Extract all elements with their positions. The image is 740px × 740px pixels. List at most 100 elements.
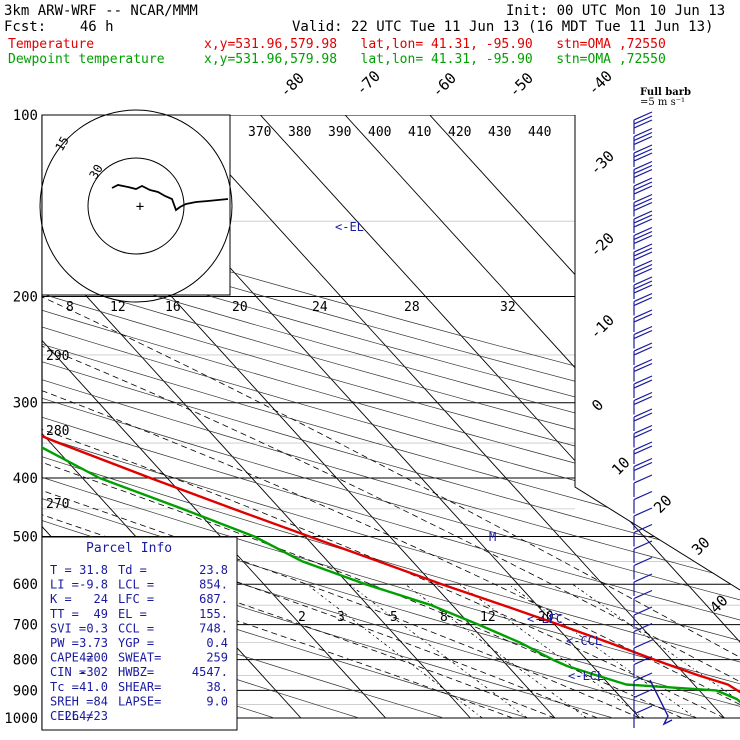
dry-adiabat-line — [42, 115, 740, 719]
model-title: 3km ARW-WRF -- NCAR/MMM — [4, 3, 198, 19]
parcel-label-left: T = — [50, 563, 72, 577]
parcel-value-left: 41.0 — [79, 680, 108, 694]
isotherm-line — [42, 115, 386, 719]
temperature-location-info: x,y=531.96,579.98 lat,lon= 41.31, -95.90… — [204, 37, 666, 52]
parcel-value-right: 38. — [206, 680, 228, 694]
wind-barb — [633, 424, 653, 448]
pressure-label: 800 — [13, 653, 38, 669]
parcel-label-left: CAPE = — [50, 651, 93, 665]
parcel-info-row: TT = 49 EL = 155. — [50, 607, 228, 621]
parcel-value-right: 9.0 — [206, 694, 228, 708]
level-marker-m: M — [489, 530, 496, 544]
mixing-ratio-line — [459, 583, 645, 719]
wind-barb — [633, 688, 653, 712]
plot-right-edge — [574, 115, 740, 591]
mixing-ratio-line — [348, 583, 528, 719]
wind-barb — [633, 177, 653, 200]
parcel-value-left: -302 — [79, 665, 108, 679]
dry-adiabat-line — [42, 115, 740, 719]
surface-wind-barb — [649, 679, 673, 726]
parcel-label-right: HWBZ= — [118, 665, 154, 679]
level-marker-lcl: <-LCL — [568, 669, 604, 683]
wind-barb — [633, 292, 653, 316]
dry-adiabat-line — [42, 115, 740, 719]
wind-barb — [633, 672, 653, 695]
parcel-label-left: CELL = — [50, 709, 93, 723]
parcel-info-row: T = 31.8 Td = 23.8 — [50, 563, 228, 577]
parcel-value-right: 0.4 — [206, 636, 228, 650]
mixing-ratio-line — [404, 583, 587, 719]
hodograph-box — [41, 114, 231, 296]
dry-adiabat-line — [42, 115, 529, 719]
hodograph-speed-label: 20 — [232, 300, 248, 315]
parcel-label-right: SWEAT= — [118, 651, 161, 665]
pressure-label: 400 — [13, 471, 38, 487]
dry-adiabat-line — [42, 115, 740, 719]
theta-label: 400 — [368, 125, 391, 140]
theta-label: 390 — [328, 125, 351, 140]
dry-adiabat-line — [42, 115, 740, 719]
valid-time: Valid: 22 UTC Tue 11 Jun 13 (16 MDT Tue … — [292, 19, 714, 35]
parcel-value-left: 24 — [94, 592, 108, 606]
level-marker-el: <-EL — [335, 220, 364, 234]
hodograph-speed-label: 32 — [500, 300, 516, 315]
hodograph-ring-label: 30 — [86, 162, 105, 182]
moist-adiabat-line — [42, 296, 640, 719]
dry-adiabat-line — [42, 115, 740, 719]
isotherm-label: -30 — [586, 147, 618, 179]
parcel-value-right: 23.8 — [199, 563, 228, 577]
isotherm-label: -10 — [586, 311, 618, 343]
wind-barb — [633, 127, 653, 151]
wind-barb — [633, 540, 653, 563]
mixing-ratio-label: 8 — [440, 610, 448, 625]
parcel-value-right: 4547. — [192, 665, 228, 679]
theta-label: 410 — [408, 125, 431, 140]
moist-adiabat-line — [42, 296, 598, 719]
wind-barb — [633, 259, 653, 283]
wind-barb — [633, 606, 653, 629]
isotherm-label: -80 — [276, 69, 308, 101]
wind-barb — [633, 309, 653, 332]
parcel-info-row: Tc = 41.0 SHEAR= 38. — [50, 680, 228, 694]
dewpoint-location-info: x,y=531.96,579.98 lat,lon= 41.31, -95.90… — [204, 52, 666, 67]
parcel-info-row: CELL =264/23 — [50, 709, 108, 723]
parcel-label-left: K = — [50, 592, 72, 606]
dewpoint-legend: Dewpoint temperature — [8, 52, 165, 67]
parcel-label-left: CIN = — [50, 665, 86, 679]
parcel-label-left: TT = — [50, 607, 79, 621]
dry-adiabat-line — [42, 115, 740, 719]
parcel-info-row: SREH = 84 LAPSE= 9.0 — [50, 694, 228, 708]
isotherm-line — [175, 115, 725, 719]
parcel-info-row: CAPE =4200 SWEAT= 259 — [50, 651, 228, 665]
isotherm-line — [42, 115, 471, 719]
init-time: Init: 00 UTC Mon 10 Jun 13 — [506, 3, 726, 19]
pressure-label: 300 — [13, 396, 38, 412]
moist-adiabat-line — [42, 296, 740, 719]
dry-adiabat-line — [42, 115, 740, 719]
wind-barb — [633, 243, 653, 266]
isotherm-label: 0 — [588, 396, 607, 415]
isotherm-line — [260, 115, 740, 719]
isotherm-label: -50 — [505, 69, 537, 101]
dry-adiabat-line — [42, 115, 740, 719]
wind-barb — [633, 523, 653, 547]
wind-barb — [633, 705, 653, 728]
theta-label: 270 — [46, 497, 69, 512]
isotherm-label: -40 — [584, 67, 616, 99]
pressure-label: 600 — [13, 577, 38, 593]
wind-barb — [633, 457, 653, 481]
parcel-label-right: LFC = — [118, 592, 154, 606]
mixing-ratio-line — [306, 583, 483, 719]
hodograph-origin-mark: + — [136, 199, 144, 215]
wind-barb — [633, 210, 653, 233]
parcel-label-left: PW = — [50, 636, 79, 650]
wind-barb — [633, 639, 653, 662]
wind-barb — [633, 160, 653, 184]
parcel-value-right: 155. — [199, 607, 228, 621]
theta-label: 370 — [248, 125, 271, 140]
parcel-label-left: LI = — [50, 578, 79, 592]
isotherm-label: -60 — [428, 69, 460, 101]
wind-barb — [633, 193, 653, 217]
mixing-ratio-label: 12 — [480, 610, 496, 625]
